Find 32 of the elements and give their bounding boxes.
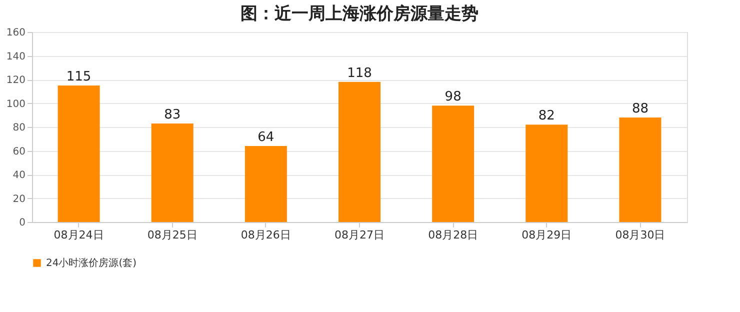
x-tick-label: 08月26日 xyxy=(240,228,291,242)
y-tick-label: 140 xyxy=(6,51,26,62)
x-tick-label: 08月24日 xyxy=(54,228,104,242)
data-label: 88 xyxy=(632,102,648,116)
legend-label: 24小时涨价房源(套) xyxy=(46,257,137,269)
data-label: 98 xyxy=(444,90,462,105)
data-label: 115 xyxy=(66,69,92,84)
data-label: 64 xyxy=(258,130,274,145)
y-tick-label: 120 xyxy=(6,75,26,86)
bar xyxy=(338,82,380,222)
bar xyxy=(244,146,287,222)
data-label: 82 xyxy=(538,108,555,124)
bar xyxy=(58,85,100,222)
y-tick-label: 20 xyxy=(12,194,26,205)
y-tick-label: 0 xyxy=(19,218,26,228)
y-tick-label: 160 xyxy=(6,28,26,38)
x-tick-label: 08月29日 xyxy=(522,228,572,242)
x-tick-label: 08月27日 xyxy=(334,228,384,242)
y-tick-label: 40 xyxy=(12,170,26,181)
bar xyxy=(619,118,662,222)
y-tick-label: 100 xyxy=(6,98,26,110)
x-tick-label: 08月25日 xyxy=(147,228,198,242)
y-tick-label: 80 xyxy=(12,122,26,134)
bar xyxy=(432,106,474,222)
data-label: 118 xyxy=(347,66,372,81)
bar xyxy=(526,124,568,222)
x-tick-label: 08月30日 xyxy=(615,228,666,242)
data-label: 83 xyxy=(164,107,181,122)
bar xyxy=(151,123,194,222)
y-tick-label: 60 xyxy=(12,146,26,158)
chart-title: 图：近一周上海涨价房源量走势 xyxy=(240,4,478,24)
x-tick-label: 08月28日 xyxy=(428,228,478,242)
